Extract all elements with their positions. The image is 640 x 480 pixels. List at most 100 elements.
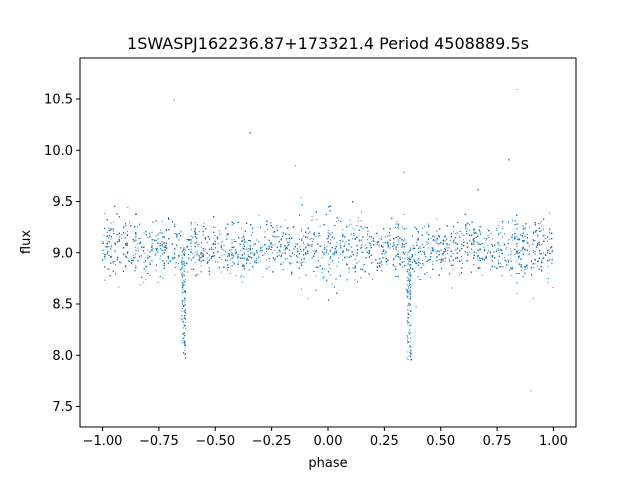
data-point <box>293 225 295 227</box>
data-point <box>523 239 525 241</box>
data-point <box>361 244 363 245</box>
data-point <box>418 232 420 234</box>
data-point <box>510 248 511 250</box>
data-point <box>496 228 498 229</box>
data-point <box>351 238 353 240</box>
data-point <box>301 245 303 247</box>
data-point <box>276 225 278 226</box>
data-point <box>261 246 263 248</box>
data-point <box>317 260 319 261</box>
data-point <box>254 260 256 261</box>
data-point <box>452 264 454 266</box>
data-point <box>409 298 411 300</box>
data-point <box>221 258 223 260</box>
data-point <box>243 253 245 255</box>
data-point <box>221 255 223 257</box>
data-point <box>318 235 319 237</box>
data-point <box>395 227 397 228</box>
data-point <box>492 238 493 240</box>
data-point <box>516 246 518 248</box>
data-point <box>365 248 366 250</box>
data-point <box>110 238 112 240</box>
data-point <box>327 253 329 255</box>
data-point <box>499 245 501 246</box>
data-point <box>423 265 425 267</box>
data-point <box>461 259 463 261</box>
data-point <box>262 276 264 278</box>
data-point <box>508 261 510 263</box>
data-point <box>498 225 499 227</box>
data-point <box>274 249 276 251</box>
data-point <box>485 255 487 257</box>
data-point <box>263 254 265 256</box>
data-point <box>313 238 315 240</box>
data-point <box>194 251 196 253</box>
data-point <box>291 262 293 264</box>
data-point <box>354 258 356 260</box>
data-point <box>539 222 541 224</box>
data-point <box>300 228 302 230</box>
data-point <box>299 239 300 241</box>
data-point <box>518 257 520 259</box>
data-point <box>243 237 245 238</box>
data-point <box>165 230 167 232</box>
data-point <box>196 234 198 236</box>
data-point <box>481 274 483 276</box>
data-point <box>303 235 305 237</box>
data-point <box>338 257 340 259</box>
data-point <box>354 229 356 231</box>
data-point <box>434 249 436 251</box>
data-point <box>287 242 288 244</box>
data-point <box>301 250 303 252</box>
data-point <box>477 259 479 261</box>
data-point <box>338 261 340 263</box>
data-point <box>541 225 543 227</box>
data-point <box>134 256 136 258</box>
data-point <box>364 244 366 246</box>
data-point <box>428 247 430 249</box>
data-point <box>436 240 438 242</box>
data-point <box>271 252 273 254</box>
data-point <box>155 240 157 241</box>
data-point <box>357 217 359 219</box>
data-point <box>432 260 434 262</box>
data-point <box>520 269 522 271</box>
data-point <box>508 269 510 271</box>
data-point <box>548 212 550 214</box>
data-point <box>545 237 547 239</box>
data-point <box>448 258 450 260</box>
data-point <box>289 239 291 241</box>
data-point <box>330 274 331 276</box>
data-point <box>300 230 302 232</box>
data-point <box>204 248 206 250</box>
data-point <box>487 235 489 236</box>
data-point <box>534 253 536 255</box>
data-point <box>147 237 149 239</box>
data-point <box>286 245 288 247</box>
data-point <box>221 244 223 246</box>
data-point <box>104 213 106 215</box>
data-point <box>436 218 438 220</box>
data-point <box>160 229 161 231</box>
data-point <box>354 266 356 268</box>
data-point <box>341 229 343 230</box>
data-point <box>214 254 216 256</box>
data-point <box>161 245 163 247</box>
data-point <box>419 262 421 264</box>
data-point <box>215 241 216 243</box>
data-point <box>174 223 176 225</box>
data-point <box>220 271 222 273</box>
data-point <box>540 230 542 232</box>
data-point <box>303 243 305 245</box>
data-point <box>534 263 536 265</box>
data-point <box>127 233 129 235</box>
data-point <box>496 249 498 251</box>
data-point <box>469 239 471 241</box>
data-point <box>524 249 526 251</box>
data-point <box>541 220 543 222</box>
data-point <box>473 231 475 233</box>
data-point <box>461 233 463 235</box>
data-point <box>196 250 198 252</box>
data-point <box>547 265 549 267</box>
data-point <box>114 260 116 262</box>
